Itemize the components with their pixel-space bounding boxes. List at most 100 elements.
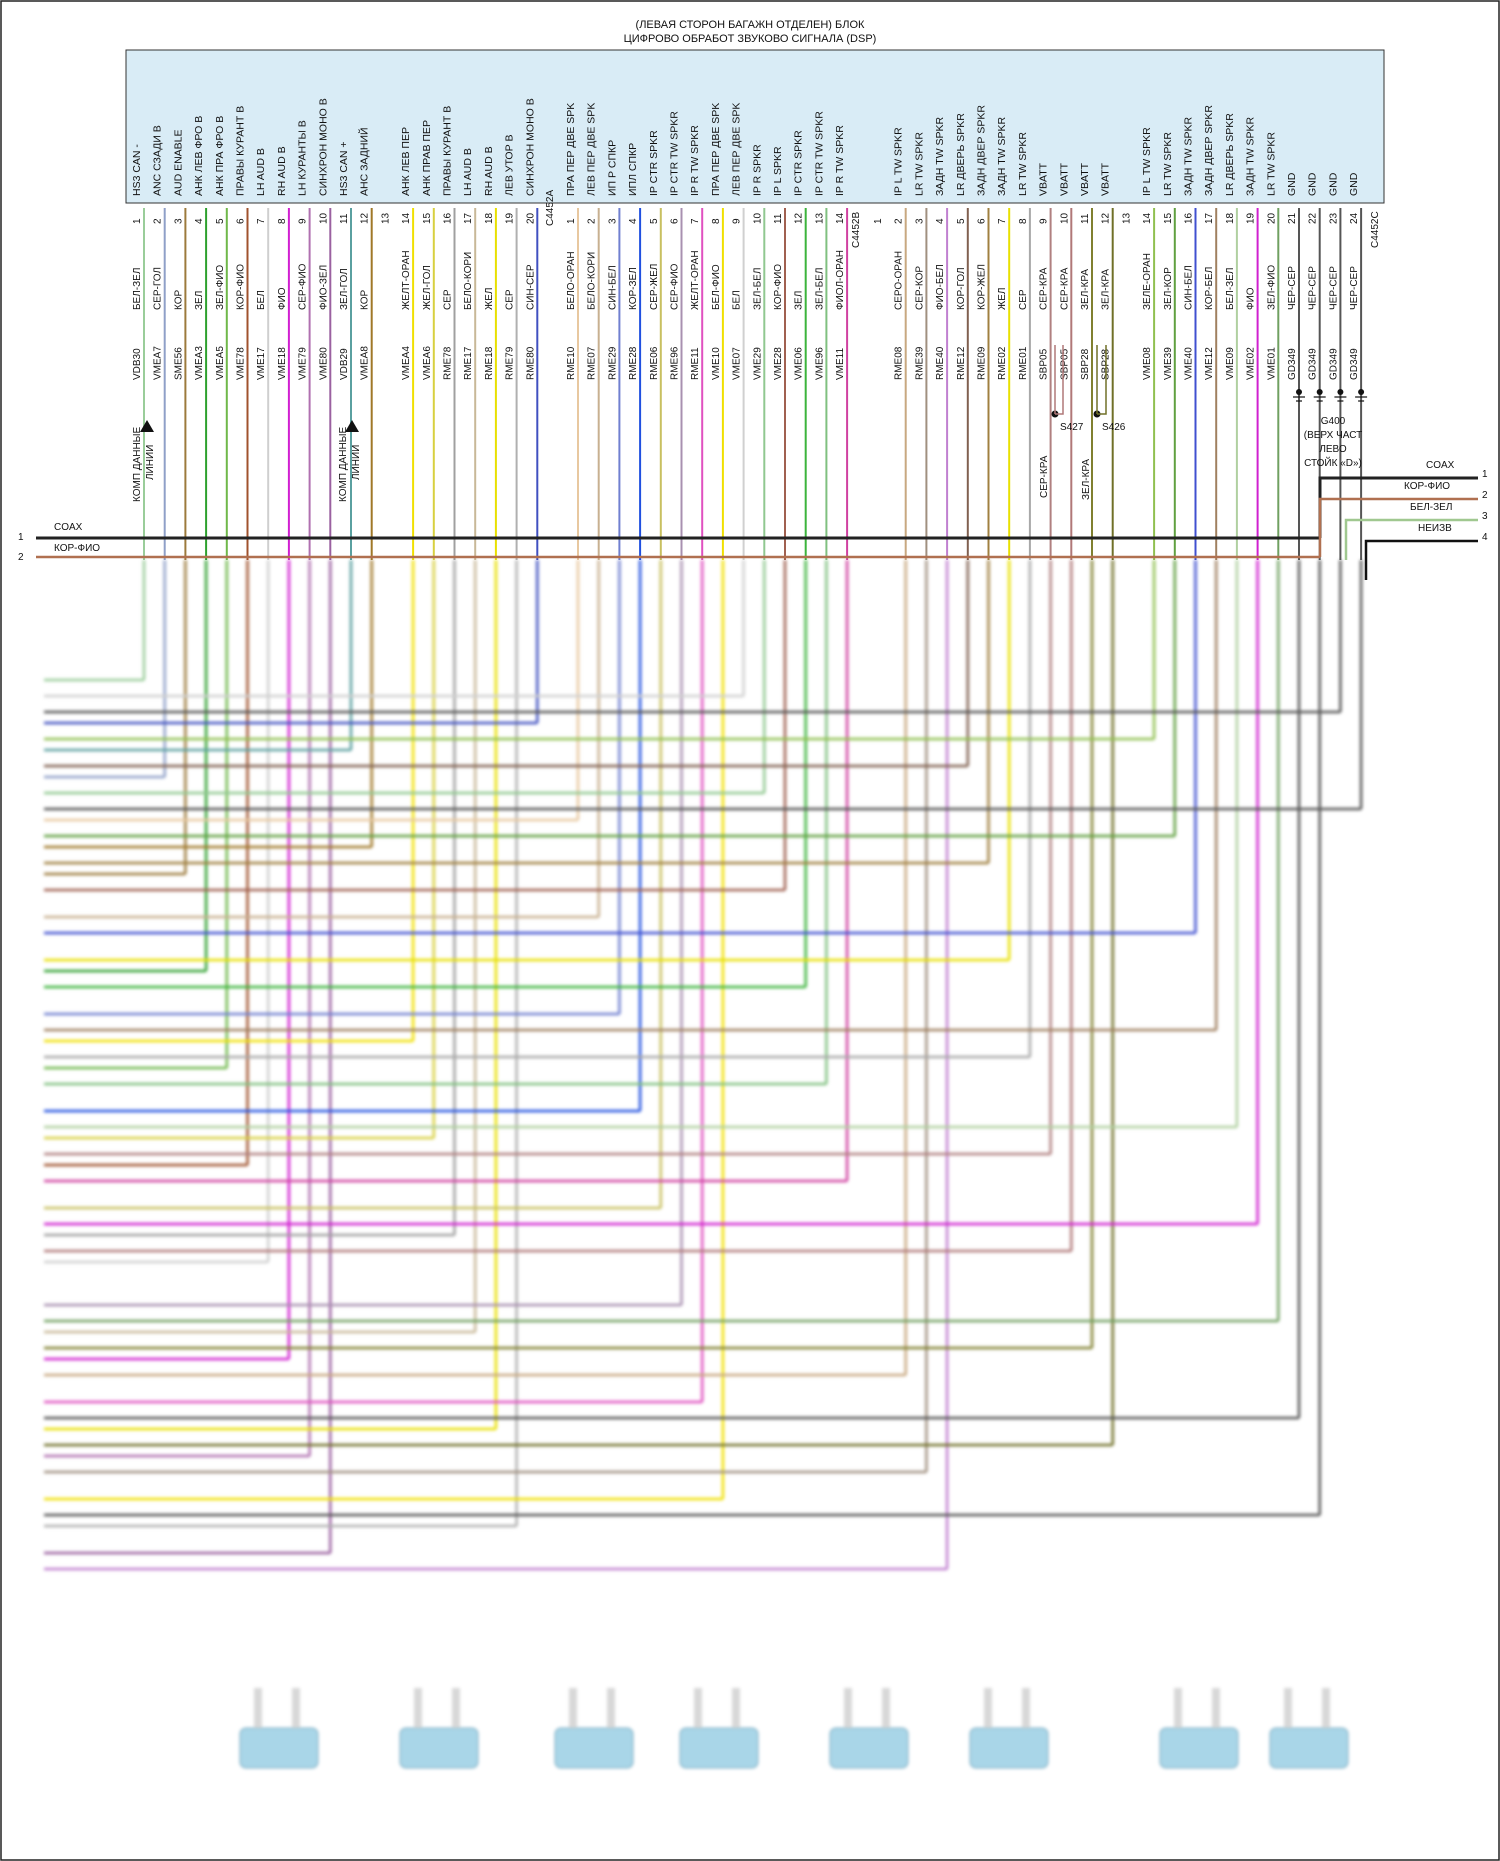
circuit-label: VME06 (794, 347, 805, 380)
circuit-label: RME96 (670, 346, 681, 380)
wire-color-label: ЗЕЛ-ФИО (1266, 265, 1277, 310)
pin-number: 6 (670, 218, 681, 224)
pin-number: 5 (649, 218, 660, 224)
speaker-lead (1174, 1688, 1182, 1728)
wire-color-label: ЖЕЛ-ГОЛ (422, 265, 433, 310)
circuit-label: RME10 (566, 346, 577, 380)
circuit-label: SME56 (173, 347, 184, 380)
pin-function-label: ЛЕВ ПЕР ДВЕ SPK (731, 103, 743, 196)
pin-function-label: RH AUD В (483, 146, 495, 196)
pin-a-14: АНК ЛЕВ ПЕР 14 ЖЕЛТ-ОРАН VMEA4 (400, 127, 412, 380)
pin-function-label: АНК ПРАВ ПЕР (421, 120, 433, 196)
wire-color-label: ЗЕЛ-КОР (1163, 267, 1174, 310)
pin-function-label: ANC СЗАДИ В (152, 125, 164, 196)
circuit-label: VDB29 (339, 348, 350, 380)
pin-a-5: АНК ПРА ФРО В 5 ЗЕЛ-ФИО VMEA5 (214, 116, 226, 380)
wire-color-label: ЖЕЛТ-ОРАН (401, 250, 412, 310)
pin-number: 8 (277, 218, 288, 224)
wire-color-label: СЕР-КРА (1039, 267, 1050, 310)
pin-function-label: ЗАДН TW SPKR (1183, 116, 1195, 196)
pin-number: 14 (835, 212, 846, 224)
pin-c-19: ЗАДН TW SPKR 19 ФИО VME02 (1245, 116, 1257, 380)
pin-number: 10 (752, 212, 763, 224)
pin-number: 7 (256, 218, 267, 224)
pin-number: 22 (1308, 212, 1319, 224)
ground-line3: СТОЙК «D») (1304, 456, 1362, 469)
wire-color-label: ЗЕЛ-КРА (1101, 269, 1112, 310)
circuit-label: RME17 (463, 346, 474, 380)
wire-color-label: БЕЛ (732, 290, 743, 310)
pin-number: 5 (956, 218, 967, 224)
wire-color-label: ФИОЛ-ОРАН (835, 250, 846, 310)
pin-number: 14 (1142, 212, 1153, 224)
wire-color-label: ЗЕЛ-КРА (1080, 269, 1091, 310)
splice-s426-label: S426 (1102, 422, 1126, 433)
speaker-lead (844, 1688, 852, 1728)
circuit-label: VME17 (256, 347, 267, 380)
wire-routing-area (44, 560, 1363, 1769)
pin-number: 17 (463, 212, 474, 224)
wire-color-label: БЕЛО-ОРАН (566, 251, 577, 310)
pin-number: 4 (628, 218, 639, 224)
speaker-lead (452, 1688, 460, 1728)
splice-s427-wire: СЕР-КРА (1039, 455, 1050, 498)
pin-number: 3 (914, 218, 925, 224)
wire-color-label: БЕЛ (256, 290, 267, 310)
pin-c-23: GND 23 ЧЕР-СЕР GD349 (1327, 172, 1339, 380)
wire-color-label: ЖЕЛ (484, 288, 495, 310)
pin-function-label: LR TW SPKR (1265, 132, 1277, 196)
wire-color-label: ЖЕЛТ-ОРАН (690, 250, 701, 310)
circuit-label: VMEA8 (360, 346, 371, 380)
pin-c-20: LR TW SPKR 20 ЗЕЛ-ФИО VME01 (1265, 132, 1277, 380)
pin-function-label: ЛЕВ ПЕР ДВЕ SPK (586, 103, 598, 196)
pin-number: 6 (236, 218, 247, 224)
pin-function-label: СИНХРОН МОНО В (317, 98, 329, 196)
ground-icon (1316, 389, 1323, 395)
pin-b-10: IP R SPKR 10 ЗЕЛ-БЕЛ VME29 (751, 144, 763, 380)
speaker-lead (607, 1688, 615, 1728)
circuit-label: VDB30 (132, 348, 143, 380)
circuit-label: VME80 (318, 347, 329, 380)
circuit-label: RME11 (690, 347, 701, 380)
circuit-label: VME40 (1184, 347, 1195, 380)
wire-color-label: СИН-СЕР (525, 264, 536, 310)
pin-number: 14 (401, 212, 412, 224)
pin-a-16: ПРАВЫ КУРАНТ В 16 СЕР RME78 (442, 106, 454, 380)
pin-a-11: HS3 CAN + 11 ЗЕЛ-ГОЛ VDB29 (338, 141, 350, 380)
pin-function-label: АНК ЛЕВ ПЕР (400, 127, 412, 196)
speaker-icon (679, 1727, 759, 1769)
bus-right-num-4: 4 (1482, 532, 1488, 543)
pin-function-label: LR ДВЕРЬ SPKR (955, 113, 967, 196)
ground-line1: (ВЕРХ ЧАСТ (1304, 430, 1362, 441)
pin-b-9: ЛЕВ ПЕР ДВЕ SPK 9 БЕЛ VME07 (731, 103, 743, 380)
pin-function-label: АНК ПРА ФРО В (214, 116, 226, 196)
pin-number: 15 (1163, 212, 1174, 224)
pin-number: 15 (422, 212, 433, 224)
pin-function-label: IP L TW SPKR (1141, 127, 1153, 196)
pin-number: 8 (711, 218, 722, 224)
pin-number: 11 (1080, 213, 1091, 224)
circuit-label: VMEA5 (215, 346, 226, 380)
pin-number: 12 (1101, 212, 1112, 224)
pin-number: 13 (1121, 212, 1132, 224)
pin-function-label: IP R TW SPKR (689, 125, 701, 196)
pin-function-label: ИП Р СПКР (606, 140, 618, 196)
pin-number: 1 (132, 218, 143, 224)
pin-number: 12 (794, 212, 805, 224)
circuit-label: VMEA3 (194, 346, 205, 380)
speaker-lead (732, 1688, 740, 1728)
pin-a-17: LH AUD В 17 БЕЛО-КОРИ RME17 (462, 148, 474, 380)
wire-color-label: КОР-БЕЛ (1204, 267, 1215, 310)
pin-c-18: LR ДВЕРЬ SPKR 18 БЕЛ-ЗЕЛ VME09 (1224, 113, 1236, 380)
wire-color-label: КОР-ЖЕЛ (977, 264, 988, 310)
circuit-label: SBP28 (1080, 348, 1091, 380)
speaker-icon (829, 1727, 909, 1769)
module-title-line1: (ЛЕВАЯ СТОРОН БАГАЖН ОТДЕЛЕН) БЛОК (636, 19, 865, 31)
wire-color-label: КОР-ГОЛ (956, 267, 967, 310)
pin-b-13: IP CTR TW SPKR 13 ЗЕЛ-БЕЛ VME96 (813, 111, 825, 380)
pin-c-6: ЗАДН ДВЕР SPKR 6 КОР-ЖЕЛ RME09 (976, 105, 988, 380)
wire-color-label: БЕЛ-ЗЕЛ (1225, 268, 1236, 310)
wire-color-label: СЕР-ЖЕЛ (649, 264, 660, 310)
circuit-label: RME79 (505, 346, 516, 380)
